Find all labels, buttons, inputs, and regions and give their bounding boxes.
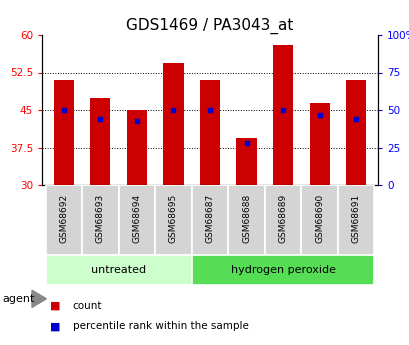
Bar [191, 255, 373, 285]
Text: percentile rank within the sample: percentile rank within the sample [72, 322, 248, 332]
Bar [155, 185, 191, 255]
Bar [163, 62, 183, 185]
Title: GDS1469 / PA3043_at: GDS1469 / PA3043_at [126, 18, 293, 34]
Point [97, 116, 103, 122]
Text: untreated: untreated [91, 265, 146, 275]
Bar [45, 255, 191, 285]
Text: GSM68695: GSM68695 [169, 194, 178, 243]
Point [352, 116, 359, 122]
Point [279, 107, 285, 113]
Point [243, 140, 249, 146]
Bar [337, 185, 373, 255]
Point [133, 118, 140, 123]
Bar [200, 80, 220, 185]
Bar [45, 185, 82, 255]
Text: GSM68689: GSM68689 [278, 194, 287, 243]
Bar [82, 185, 119, 255]
Text: count: count [72, 301, 102, 311]
Bar [236, 138, 256, 185]
Text: hydrogen peroxide: hydrogen peroxide [230, 265, 335, 275]
Text: ■: ■ [50, 322, 61, 332]
Text: GSM68692: GSM68692 [59, 194, 68, 243]
Bar [191, 185, 228, 255]
Text: GSM68687: GSM68687 [205, 194, 214, 243]
Polygon shape [32, 290, 46, 307]
Bar [272, 45, 292, 185]
Text: GSM68694: GSM68694 [132, 194, 141, 243]
Text: GSM68688: GSM68688 [241, 194, 250, 243]
Point [315, 112, 322, 117]
Point [206, 107, 213, 113]
Bar [90, 98, 110, 185]
Bar [264, 185, 301, 255]
Text: GSM68691: GSM68691 [351, 194, 360, 243]
Bar [309, 102, 329, 185]
Bar [301, 185, 337, 255]
Bar [345, 80, 365, 185]
Bar [127, 110, 147, 185]
Point [61, 107, 67, 113]
Bar [228, 185, 264, 255]
Text: GSM68690: GSM68690 [314, 194, 323, 243]
Point [170, 107, 176, 113]
Text: GSM68693: GSM68693 [96, 194, 105, 243]
Text: ■: ■ [50, 301, 61, 311]
Text: agent: agent [2, 294, 34, 304]
Bar [119, 185, 155, 255]
Bar [54, 80, 74, 185]
